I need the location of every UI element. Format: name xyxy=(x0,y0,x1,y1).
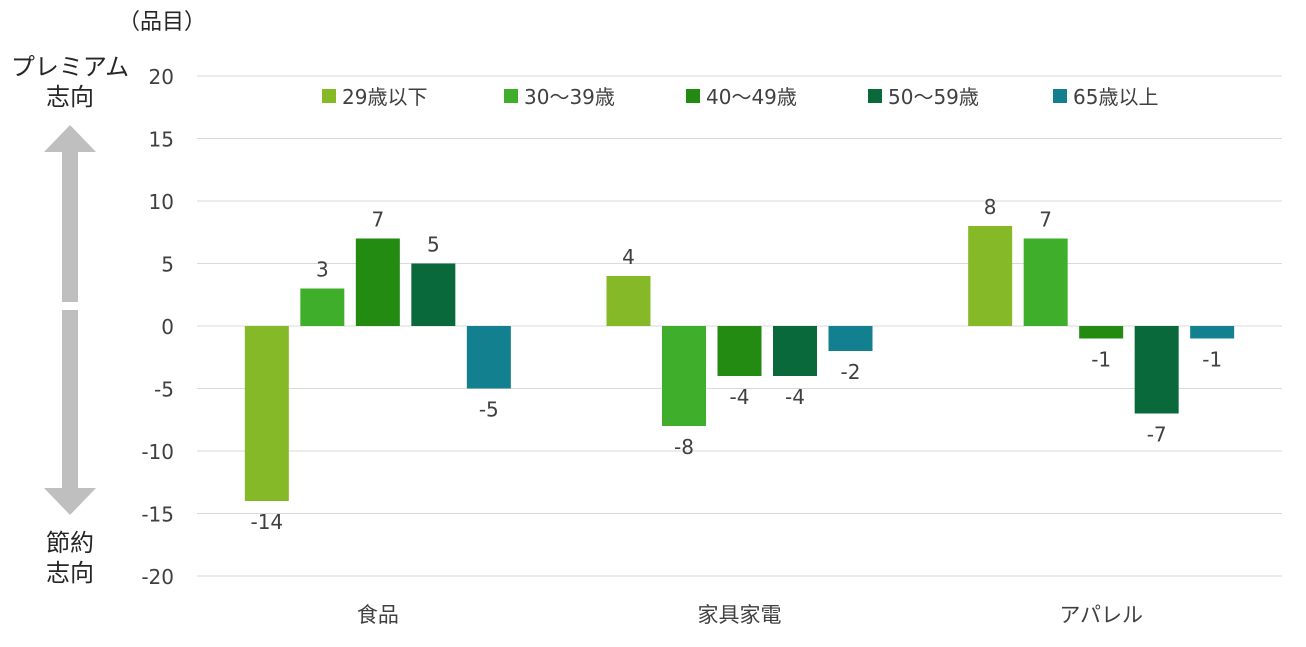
data-label: -4 xyxy=(785,385,805,409)
saving-label-line2: 志向 xyxy=(46,559,94,587)
data-label: 8 xyxy=(984,195,997,219)
legend-swatch xyxy=(1053,89,1067,103)
bar xyxy=(466,326,511,389)
legend-swatch xyxy=(504,89,518,103)
saving-label: 節約 志向 xyxy=(10,528,130,588)
data-label: 7 xyxy=(1039,208,1052,232)
legend-label: 30〜39歳 xyxy=(524,85,615,109)
direction-arrow xyxy=(44,125,96,515)
y-tick-label: 20 xyxy=(149,65,174,89)
data-label: 3 xyxy=(316,258,329,282)
saving-label-line1: 節約 xyxy=(46,529,94,557)
data-label: -2 xyxy=(841,360,861,384)
arrow-down-icon xyxy=(44,310,96,515)
legend-label: 29歳以下 xyxy=(342,85,427,109)
bar xyxy=(773,326,817,376)
data-label: 4 xyxy=(622,245,635,269)
y-tick-label: -10 xyxy=(141,440,174,464)
bar xyxy=(1190,326,1235,339)
bar xyxy=(244,326,289,501)
y-tick-label: -15 xyxy=(141,503,174,527)
legend-label: 40〜49歳 xyxy=(706,85,797,109)
x-tick-label: 家具家電 xyxy=(698,603,782,627)
bar xyxy=(1023,238,1068,326)
data-label: -5 xyxy=(479,398,499,422)
bar xyxy=(828,326,873,351)
legend-label: 65歳以上 xyxy=(1073,85,1158,109)
bar xyxy=(968,226,1013,326)
x-tick-label: アパレル xyxy=(1059,603,1143,627)
data-label: -7 xyxy=(1147,423,1167,447)
bar xyxy=(411,263,456,326)
bar xyxy=(1079,326,1124,339)
bar xyxy=(717,326,762,376)
premium-label-line1: プレミアム xyxy=(10,53,130,81)
y-tick-label: 15 xyxy=(149,128,174,152)
data-label: 7 xyxy=(371,208,384,232)
bar xyxy=(606,276,651,326)
premium-label: プレミアム 志向 xyxy=(10,52,130,112)
y-tick-label: 0 xyxy=(161,315,174,339)
data-label: -1 xyxy=(1091,348,1111,372)
legend-swatch xyxy=(686,89,700,103)
bar xyxy=(662,326,706,426)
data-label: 5 xyxy=(427,233,440,257)
legend-swatch xyxy=(868,89,882,103)
data-label: -8 xyxy=(674,435,694,459)
legend-label: 50〜59歳 xyxy=(888,85,979,109)
y-tick-label: -20 xyxy=(141,565,174,589)
legend-swatch xyxy=(322,89,336,103)
arrow-up-icon xyxy=(44,125,96,302)
data-label: -4 xyxy=(730,385,750,409)
bar xyxy=(300,288,345,326)
premium-label-line2: 志向 xyxy=(46,83,94,111)
data-label: -1 xyxy=(1202,348,1222,372)
y-tick-label: -5 xyxy=(154,378,174,402)
y-tick-label: 5 xyxy=(161,253,174,277)
unit-label: （品目） xyxy=(118,10,207,35)
data-label: -14 xyxy=(250,510,283,534)
y-tick-label: 10 xyxy=(149,190,174,214)
bar xyxy=(1134,326,1179,414)
bar xyxy=(355,238,400,326)
x-tick-label: 食品 xyxy=(357,603,399,627)
